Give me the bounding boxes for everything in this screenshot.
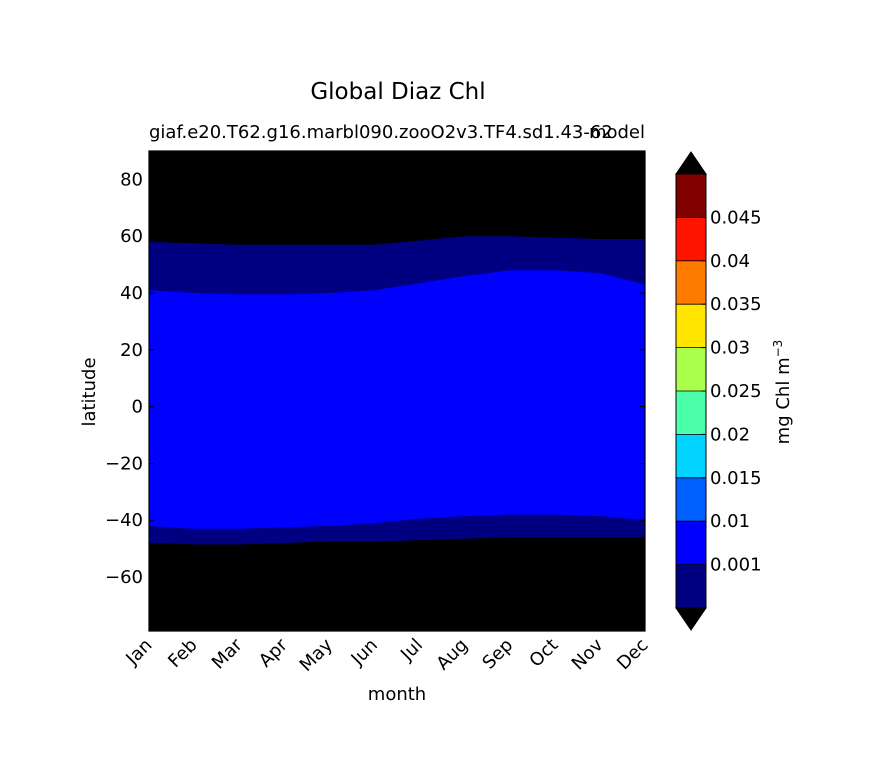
colorbar-segment [676,347,706,391]
colorbar-segment [676,260,706,305]
y-tick-label: 20 [120,340,143,361]
colorbar-segment [676,174,706,218]
x-tick-label: Mar [208,634,247,673]
colorbar-segment [676,434,706,478]
colorbar-segment [676,217,706,261]
colorbar-label: mg Chl m−3 [771,340,794,445]
y-tick-label: 40 [120,283,143,304]
x-tick-label: Aug [432,635,472,675]
chart-subtitle-right: model [589,122,645,143]
x-tick-label: Nov [568,634,608,674]
plot-frame [148,150,646,632]
y-tick-label: −20 [105,453,143,474]
y-tick-label: 60 [120,226,143,247]
y-axis: −60 −40 −20 0 20 40 60 80 [105,169,645,588]
colorbar: 0.001 0.01 0.015 0.02 0.025 0.03 0.035 0.04 0.04… [675,151,762,631]
y-tick-label: −60 [105,567,143,588]
colorbar-label-text: mg Chl m [773,357,794,444]
colorbar-extend-top [675,151,707,175]
colorbar-tick-label: 0.03 [710,338,750,359]
colorbar-segment [676,304,706,348]
y-axis-label: latitude [79,357,100,426]
y-tick-label: 0 [132,397,143,418]
x-tick-label: Apr [255,634,292,671]
chart-title: Global Diaz Chl [310,79,485,105]
colorbar-segment [676,521,706,565]
x-axis-label: month [368,684,426,705]
colorbar-tick-label: 0.045 [710,207,762,228]
colorbar-label-exponent: −3 [771,340,785,358]
colorbar-segment [676,564,706,608]
chart-subtitle-left: giaf.e20.T62.g16.marbl090.zooO2v3.TF4.sd… [149,122,613,143]
colorbar-tick-label: 0.035 [710,294,762,315]
x-tick-label: Sep [478,635,517,674]
x-tick-label: May [296,634,337,675]
colorbar-extend-bottom [675,607,707,631]
colorbar-tick-label: 0.025 [710,381,762,402]
plot-area [149,151,645,631]
band-0.001-0.005 [149,270,645,529]
colorbar-tick-label: 0.001 [710,555,762,576]
x-tick-label: Jul [396,635,427,666]
colorbar-tick-label: 0.04 [710,251,750,272]
x-tick-label: Dec [613,635,652,674]
x-tick-label: Oct [525,635,562,672]
y-tick-label: 80 [120,169,143,190]
x-tick-label: Jan [121,635,156,670]
colorbar-tick-label: 0.015 [710,468,762,489]
x-tick-label: Feb [164,635,201,672]
x-tick-label: Jun [347,635,382,670]
colorbar-segment [676,391,706,435]
colorbar-segment [676,477,706,522]
y-tick-label: −40 [105,510,143,531]
colorbar-tick-label: 0.02 [710,424,750,445]
colorbar-tick-label: 0.01 [710,511,750,532]
